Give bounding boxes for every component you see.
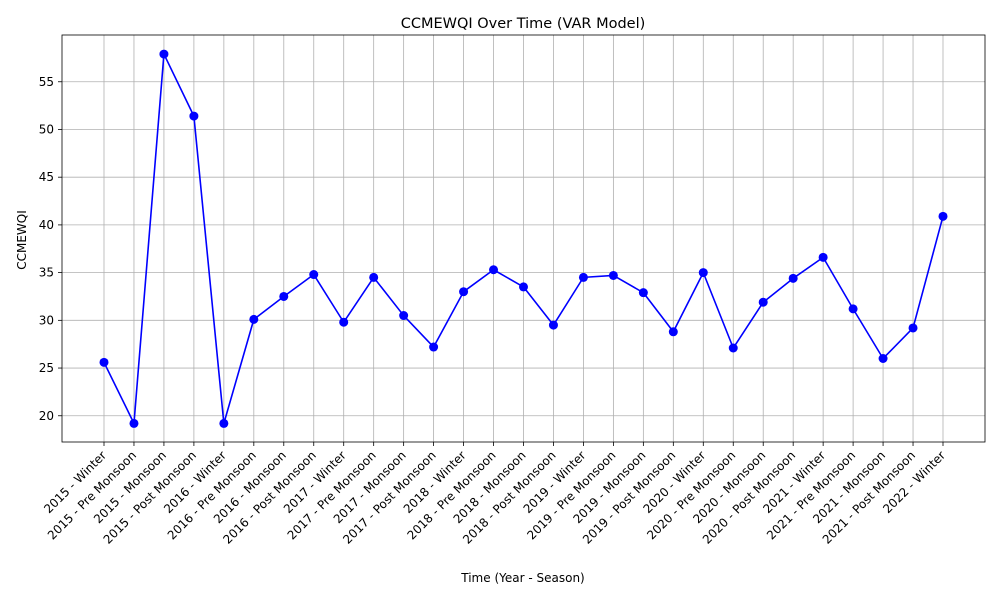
data-point xyxy=(758,297,768,307)
data-point xyxy=(848,304,858,314)
data-point xyxy=(129,418,139,428)
data-point xyxy=(249,314,259,324)
data-point xyxy=(578,272,588,282)
x-axis-title: Time (Year - Season) xyxy=(460,571,584,585)
data-point xyxy=(668,327,678,337)
data-point xyxy=(728,343,738,353)
y-tick-label: 35 xyxy=(39,266,54,280)
data-point xyxy=(489,265,499,275)
data-point xyxy=(459,287,469,297)
chart-title: CCMEWQI Over Time (VAR Model) xyxy=(401,16,646,32)
data-point xyxy=(159,49,169,59)
series-layer xyxy=(99,49,948,428)
y-tick-label: 40 xyxy=(39,218,54,232)
y-tick-label: 20 xyxy=(39,409,54,423)
data-point xyxy=(189,111,199,121)
data-point xyxy=(429,342,439,352)
grid xyxy=(62,35,985,442)
data-point xyxy=(279,291,289,301)
y-tick-label: 25 xyxy=(39,361,54,375)
data-point xyxy=(339,317,349,327)
data-point xyxy=(548,320,558,330)
y-axis-ticks: 20 25 30 35 40 45 50 55 xyxy=(39,75,62,423)
data-point xyxy=(369,272,379,282)
data-point xyxy=(608,270,618,280)
data-point xyxy=(938,211,948,221)
data-point xyxy=(818,252,828,262)
y-tick-label: 30 xyxy=(39,313,54,327)
data-point xyxy=(878,354,888,364)
y-tick-label: 55 xyxy=(39,75,54,89)
data-point xyxy=(698,268,708,278)
data-point xyxy=(309,270,319,280)
data-point xyxy=(519,282,528,292)
data-point xyxy=(908,323,918,333)
y-tick-label: 50 xyxy=(39,122,54,136)
data-point xyxy=(219,418,229,428)
data-point xyxy=(638,288,648,298)
data-point xyxy=(399,311,409,321)
data-point xyxy=(99,357,109,367)
y-axis-title: CCMEWQI xyxy=(15,210,29,270)
y-tick-label: 45 xyxy=(39,170,54,184)
data-point xyxy=(788,273,798,283)
